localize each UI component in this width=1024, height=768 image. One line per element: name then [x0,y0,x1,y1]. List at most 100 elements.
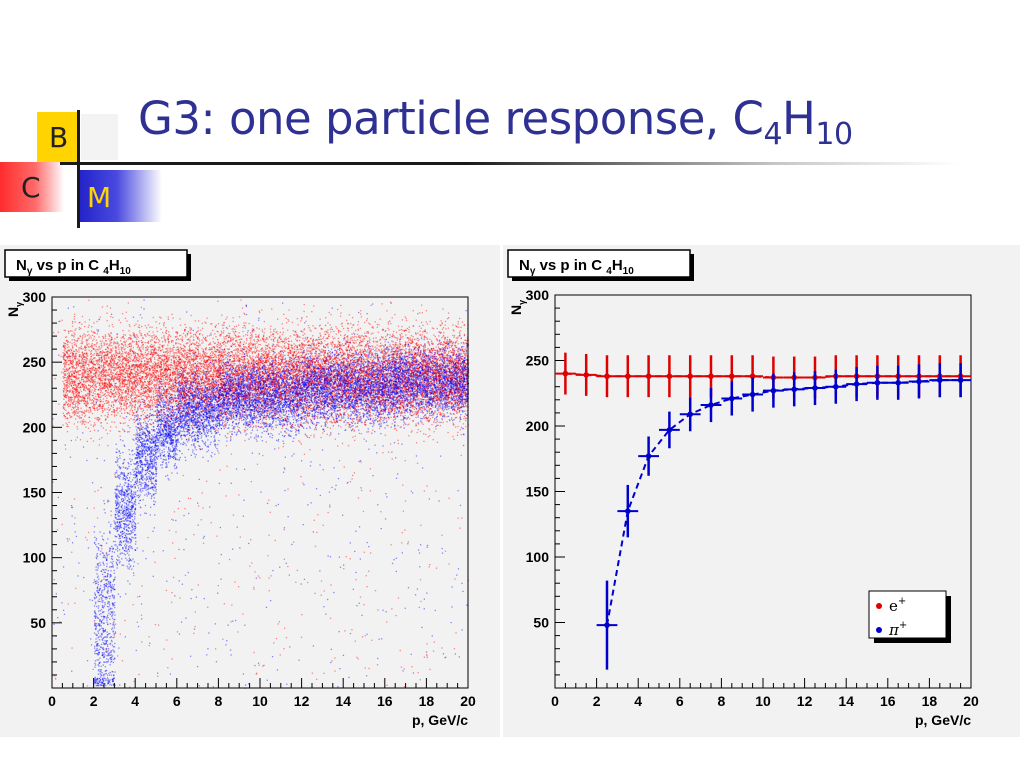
scatter-point [308,395,310,397]
scatter-point [445,384,447,386]
scatter-point [99,377,101,379]
scatter-point [412,363,414,365]
scatter-point [403,400,405,402]
scatter-point [116,336,118,339]
scatter-point [216,403,218,406]
scatter-point [274,394,276,396]
scatter-point [190,358,192,360]
scatter-point [194,354,196,357]
scatter-point [113,409,115,411]
scatter-point [245,399,247,402]
scatter-point [354,404,356,407]
scatter-point [306,316,308,318]
scatter-point [183,394,186,396]
scatter-point [135,365,137,367]
x-tick-label: 14 [335,693,351,709]
scatter-point [77,378,79,380]
scatter-point [425,390,427,392]
scatter-point [222,364,224,366]
scatter-point [414,357,416,359]
scatter-point [150,438,152,440]
scatter-point [377,397,379,400]
scatter-point [306,406,308,408]
scatter-point [353,391,356,393]
scatter-point [229,380,231,382]
scatter-point [424,371,427,373]
scatter-point [127,382,129,384]
scatter-point [210,382,213,384]
scatter-point [403,366,405,368]
scatter-point [445,366,447,368]
scatter-point [426,485,428,487]
scatter-point [235,352,237,354]
scatter-point [237,379,239,381]
scatter-point [171,372,173,374]
scatter-point [101,340,103,342]
scatter-point [386,496,388,498]
scatter-point [100,486,102,489]
scatter-point [293,389,295,392]
scatter-point [300,387,302,390]
scatter-point [255,407,257,409]
scatter-point [333,361,335,363]
scatter-point [457,425,459,428]
scatter-point [448,350,450,353]
scatter-point [106,605,109,608]
scatter-point [79,415,81,417]
scatter-point [150,452,153,455]
scatter-point [347,386,349,388]
scatter-point [440,392,442,394]
scatter-point [274,386,276,388]
scatter-point [103,384,106,386]
scatter-point [340,377,342,379]
scatter-point [338,395,340,398]
scatter-point [443,398,445,400]
scatter-point [357,397,359,400]
scatter-point [200,363,202,365]
scatter-point [242,375,244,377]
scatter-point [313,428,316,431]
scatter-point [323,380,325,382]
scatter-point [212,341,214,343]
scatter-point [236,382,238,385]
scatter-point [134,384,137,386]
scatter-point [420,400,422,402]
scatter-point [319,350,321,352]
scatter-point [141,335,143,337]
scatter-point [465,381,468,383]
scatter-point [295,394,297,396]
scatter-point [67,375,69,378]
scatter-point [415,360,418,363]
scatter-point [160,419,162,421]
scatter-point [258,396,261,398]
scatter-point [63,398,65,400]
scatter-point [107,678,109,680]
scatter-point [148,361,150,363]
scatter-point [114,606,116,609]
scatter-point [434,357,436,359]
scatter-point [208,362,210,364]
scatter-point [345,410,348,412]
scatter-point [131,547,133,550]
scatter-point [125,355,128,357]
scatter-point [422,364,424,366]
scatter-point [161,464,163,466]
scatter-point [443,387,445,389]
scatter-point [380,413,383,415]
scatter-point [244,401,246,403]
scatter-point [237,429,240,431]
scatter-point [435,361,437,363]
scatter-point [105,419,107,421]
scatter-point [365,319,368,322]
scatter-point [255,420,257,422]
scatter-point [312,375,314,378]
scatter-point [434,398,437,400]
scatter-point [179,391,181,393]
scatter-point [403,395,405,397]
x-tick-label: 4 [131,693,139,709]
scatter-point [155,383,157,386]
scatter-point [424,384,426,386]
scatter-point [261,359,264,361]
scatter-point [350,378,353,380]
scatter-point [421,393,423,395]
